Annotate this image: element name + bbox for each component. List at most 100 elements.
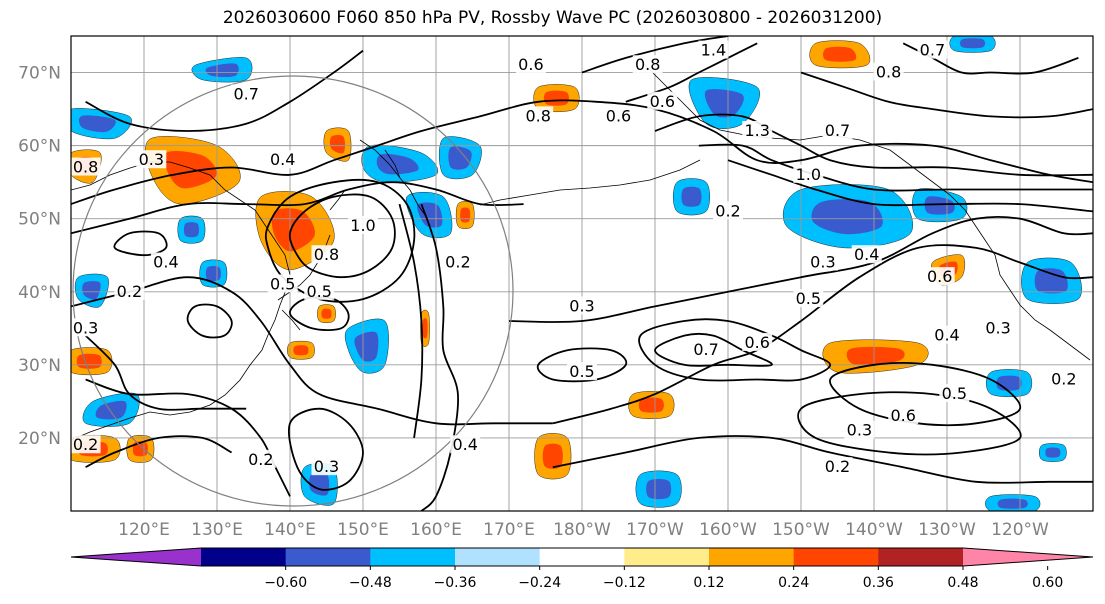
contour-label: 0.2 xyxy=(825,457,850,476)
contour-label-bg xyxy=(888,406,919,424)
colorbar-segment xyxy=(201,548,287,566)
contour-label-bg xyxy=(442,252,473,271)
contour-label: 0.3 xyxy=(139,150,164,169)
contour-label-bg xyxy=(713,201,743,220)
pv-contour xyxy=(698,143,1093,192)
contour-label: 1.0 xyxy=(350,216,375,235)
contour-label: 0.7 xyxy=(233,84,258,103)
colorbar-segment xyxy=(709,548,795,566)
pv-anomaly-core xyxy=(376,153,419,175)
contour-label: 0.8 xyxy=(73,158,98,177)
contour-label: 0.2 xyxy=(1051,369,1076,388)
coastline-kamchatka xyxy=(359,139,426,216)
pv-anomaly-core xyxy=(321,308,332,319)
contour-label: 0.5 xyxy=(796,289,821,308)
pv-contour xyxy=(85,435,233,469)
contour-label: 0.6 xyxy=(650,92,675,111)
pv-anomaly-core xyxy=(997,498,1028,509)
contour-label: 0.8 xyxy=(314,245,339,264)
pv-anomaly-core xyxy=(1045,447,1061,458)
contour-label: 1.4 xyxy=(701,41,726,60)
contour-label: 0.6 xyxy=(927,267,952,286)
longitude-label: 120°W xyxy=(991,520,1049,540)
colorbar-tick-label: 0.60 xyxy=(1032,575,1063,591)
colorbar-segment xyxy=(624,548,710,566)
pv-contour xyxy=(829,362,1021,426)
contour-label-bg xyxy=(807,252,838,271)
pv-anomaly-core xyxy=(78,115,116,133)
colorbar-segment xyxy=(878,548,964,566)
pv-contour xyxy=(71,181,524,235)
map-frame xyxy=(70,35,1094,512)
pv-anomaly-core xyxy=(996,375,1022,391)
colorbar-segment xyxy=(455,548,541,566)
contour-label-bg xyxy=(136,150,167,169)
contour-label-bg xyxy=(691,340,722,359)
longitude-label: 150°W xyxy=(772,520,830,540)
latitude-label: 70°N xyxy=(18,64,61,84)
pv-contour xyxy=(71,99,1093,205)
contour-label: 0.4 xyxy=(452,435,477,454)
contour-label-bg xyxy=(267,150,298,169)
contour-label-bg xyxy=(742,121,773,139)
contour-label-bg xyxy=(742,332,773,351)
pv-anomaly-core xyxy=(82,281,101,300)
contour-label-bg xyxy=(917,40,948,59)
contour-label: 0.8 xyxy=(635,55,660,74)
latitude-label: 50°N xyxy=(18,210,61,230)
colorbar-tick-label: −0.24 xyxy=(518,575,561,591)
longitude-label: 170°W xyxy=(626,520,684,540)
contour-label-bg xyxy=(567,296,597,315)
contour-label: 0.3 xyxy=(73,318,98,337)
colorbar-tick-label: −0.36 xyxy=(434,575,477,591)
colorbar-tick-label: −0.48 xyxy=(349,575,392,591)
contour-label: 0.3 xyxy=(985,318,1010,337)
contour-label: 0.4 xyxy=(934,326,959,345)
contour-label: 0.8 xyxy=(876,63,901,82)
longitude-label: 120°E xyxy=(118,520,170,540)
contour-label: 0.3 xyxy=(847,421,872,440)
contour-label-bg xyxy=(245,449,276,468)
longitude-label: 160°W xyxy=(699,520,757,540)
colorbar-outline xyxy=(70,547,1094,567)
pv-anomaly-core xyxy=(960,38,986,49)
pv-anomaly-core xyxy=(205,266,221,281)
latitude-label: 30°N xyxy=(18,356,61,376)
contour-label: 0.5 xyxy=(306,282,331,301)
contour-label: 0.4 xyxy=(153,253,178,272)
contour-label: 0.6 xyxy=(518,55,543,74)
latitude-labels: 70°N 60°N 50°N 40°N 30°N 20°N xyxy=(18,64,61,449)
contour-label-bg xyxy=(939,384,970,403)
contour-label: 0.7 xyxy=(920,41,945,60)
colorbar-tick-label: 0.36 xyxy=(863,575,894,591)
contour-label-bg xyxy=(450,435,481,454)
longitude-label: 140°W xyxy=(845,520,903,540)
contour-label-bg xyxy=(267,274,298,293)
contour-label: 1.3 xyxy=(744,121,769,140)
colorbar-tick-label: 0.24 xyxy=(778,575,809,591)
latitude-label: 60°N xyxy=(18,137,61,157)
pv-contour xyxy=(420,203,459,511)
pv-anomaly-core xyxy=(354,331,379,362)
contour-label-bg xyxy=(348,216,378,234)
pv-contour xyxy=(288,193,396,279)
pv-anomaly-core xyxy=(846,346,905,366)
contour-label-bg xyxy=(924,267,955,286)
pv-anomaly-core xyxy=(543,90,569,106)
pv-anomaly-core xyxy=(205,63,239,77)
longitude-label: 170°E xyxy=(483,520,535,540)
pv-anomaly-core xyxy=(811,199,883,235)
coastline-alaska xyxy=(639,59,1091,361)
latitude-label: 40°N xyxy=(18,283,61,303)
contour-label-bg xyxy=(231,84,262,103)
contour-label-bg xyxy=(603,106,634,125)
colorbar-segment xyxy=(370,548,456,566)
longitude-labels: 120°E 130°E 140°E 150°E 160°E 170°E 180°W 170°W… xyxy=(118,520,1049,540)
chart-title: 2026030600 F060 850 hPa PV, Rossby Wave … xyxy=(222,8,883,28)
contour-label: 0.2 xyxy=(248,450,273,469)
pv-anomaly-core xyxy=(823,46,857,62)
contour-label: 0.5 xyxy=(569,362,594,381)
contour-label: 0.6 xyxy=(744,333,769,352)
colorbar-low-extension xyxy=(71,548,201,566)
pv-anomaly-core xyxy=(638,397,664,413)
